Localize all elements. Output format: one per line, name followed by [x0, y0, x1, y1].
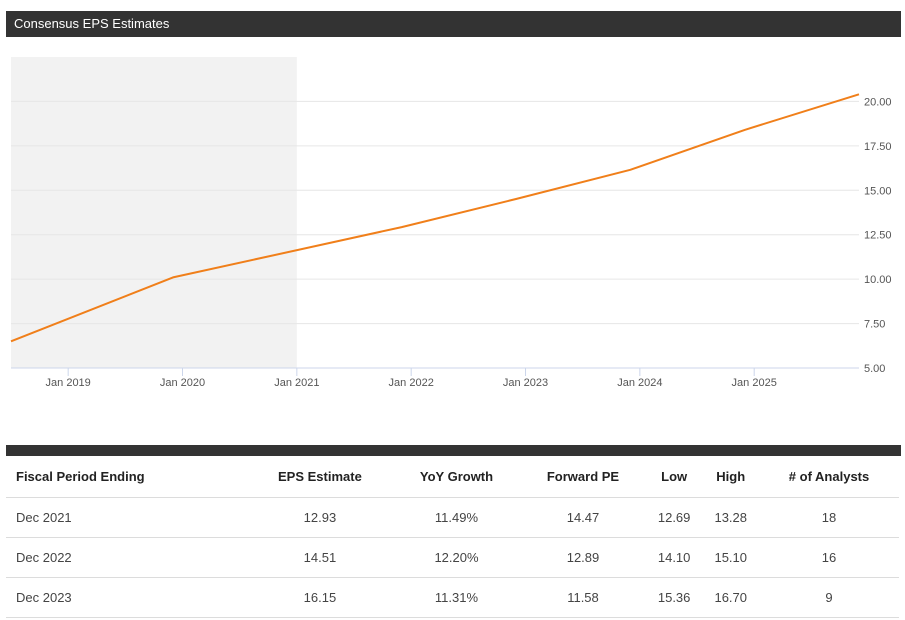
cell-low: 15.36 [645, 577, 703, 618]
table-row: Dec 2021 12.93 11.49% 14.47 12.69 13.28 … [6, 497, 899, 538]
cell-high: 16.70 [702, 577, 760, 618]
x-tick-label: Jan 2024 [617, 377, 662, 389]
y-tick-label: 5.00 [864, 363, 885, 375]
col-header-analysts: # of Analysts [759, 456, 899, 498]
x-tick-label: Jan 2019 [46, 377, 91, 389]
cell-low: 14.10 [645, 537, 703, 578]
cell-yoy-growth: 11.31% [392, 577, 521, 618]
eps-series-line [10, 93, 860, 343]
col-header-eps-estimate: EPS Estimate [247, 456, 393, 498]
eps-chart-svg: 5.00 7.50 10.00 12.50 15.00 17.50 20.00 Jan 201… [10, 57, 892, 389]
eps-chart: 5.00 7.50 10.00 12.50 15.00 17.50 20.00 Jan 201… [0, 40, 905, 400]
cell-analysts: 18 [759, 497, 899, 538]
cell-analysts: 9 [759, 577, 899, 618]
col-header-yoy-growth: YoY Growth [392, 456, 521, 498]
cell-fiscal-period: Dec 2022 [6, 537, 248, 578]
x-tick-label: Jan 2021 [274, 377, 319, 389]
cell-high: 13.28 [702, 497, 760, 538]
col-header-high: High [702, 456, 760, 498]
table-header-row: Fiscal Period Ending EPS Estimate YoY Gr… [6, 456, 899, 498]
cell-eps-estimate: 14.51 [247, 537, 393, 578]
historical-shaded-region [11, 57, 297, 368]
y-tick-label: 12.50 [864, 230, 892, 242]
x-tick-label: Jan 2022 [389, 377, 434, 389]
cell-eps-estimate: 12.93 [247, 497, 393, 538]
cell-forward-pe: 14.47 [520, 497, 646, 538]
x-tick-label: Jan 2025 [732, 377, 777, 389]
y-tick-label: 7.50 [864, 319, 885, 331]
chart-header: Consensus EPS Estimates [6, 11, 901, 37]
table-row: Dec 2022 14.51 12.20% 12.89 14.10 15.10 … [6, 537, 899, 578]
x-tick-label: Jan 2020 [160, 377, 205, 389]
cell-analysts: 16 [759, 537, 899, 578]
cell-fiscal-period: Dec 2021 [6, 497, 248, 538]
y-tick-label: 15.00 [864, 185, 892, 197]
x-tick-label: Jan 2023 [503, 377, 548, 389]
cell-eps-estimate: 16.15 [247, 577, 393, 618]
y-tick-label: 20.00 [864, 96, 892, 108]
table-header-bar [6, 445, 901, 456]
y-tick-label: 17.50 [864, 141, 892, 153]
cell-forward-pe: 12.89 [520, 537, 646, 578]
cell-forward-pe: 11.58 [520, 577, 646, 618]
cell-yoy-growth: 11.49% [392, 497, 521, 538]
cell-fiscal-period: Dec 2023 [6, 577, 248, 618]
cell-yoy-growth: 12.20% [392, 537, 521, 578]
cell-low: 12.69 [645, 497, 703, 538]
estimates-table: Fiscal Period Ending EPS Estimate YoY Gr… [6, 456, 899, 618]
col-header-forward-pe: Forward PE [520, 456, 646, 498]
y-tick-label: 10.00 [864, 274, 892, 286]
chart-header-title: Consensus EPS Estimates [14, 16, 170, 31]
col-header-low: Low [645, 456, 703, 498]
cell-high: 15.10 [702, 537, 760, 578]
table-row: Dec 2023 16.15 11.31% 11.58 15.36 16.70 … [6, 577, 899, 618]
col-header-fiscal-period: Fiscal Period Ending [6, 456, 248, 498]
